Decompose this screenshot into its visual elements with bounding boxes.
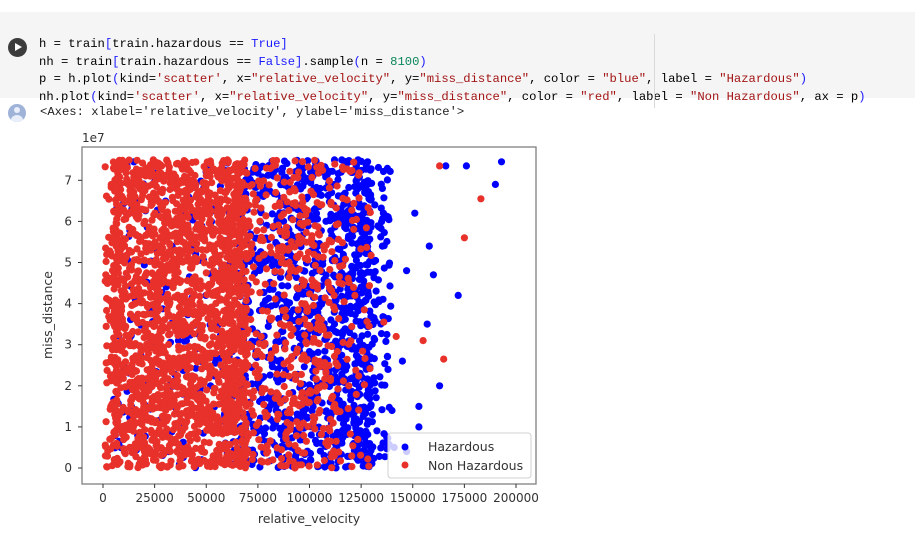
line-length-ruler — [654, 34, 655, 108]
run-cell-button[interactable] — [8, 38, 27, 57]
svg-text:6: 6 — [64, 214, 72, 228]
legend-hazardous-label: Hazardous — [428, 439, 494, 454]
svg-text:5: 5 — [64, 256, 72, 270]
svg-text:175000: 175000 — [441, 491, 487, 505]
code-line: nh.plot(kind='scatter', x="relative_velo… — [39, 89, 866, 104]
y-axis-label: miss_distance — [40, 271, 55, 359]
svg-text:3: 3 — [64, 338, 72, 352]
svg-text:7: 7 — [64, 173, 72, 187]
scatter-chart: 0 25000 50000 75000 100000 125000 150000 175000… — [40, 131, 539, 526]
svg-text:150000: 150000 — [390, 491, 436, 505]
svg-text:2: 2 — [64, 379, 72, 393]
code-cell[interactable]: h = train[train.hazardous == True] nh = t… — [0, 12, 915, 108]
output-avatar-icon — [8, 104, 26, 122]
svg-text:125000: 125000 — [338, 491, 384, 505]
svg-text:0: 0 — [99, 491, 107, 505]
scatter-points — [101, 156, 506, 472]
legend-non-hazardous-marker — [401, 461, 409, 469]
legend: Hazardous Non Hazardous — [387, 432, 532, 479]
legend-non-hazardous-label: Non Hazardous — [428, 458, 523, 473]
y-offset-label: 1e7 — [82, 131, 105, 145]
svg-text:50000: 50000 — [187, 491, 225, 505]
x-axis-label: relative_velocity — [258, 511, 361, 526]
svg-text:100000: 100000 — [287, 491, 333, 505]
output-text: <Axes: xlabel='relative_velocity', ylabe… — [40, 105, 465, 119]
legend-hazardous-marker — [401, 443, 409, 451]
code-editor[interactable]: h = train[train.hazardous == True] nh = t… — [39, 36, 866, 106]
svg-text:1: 1 — [64, 420, 72, 434]
code-line: h = train[train.hazardous == True] — [39, 37, 288, 51]
svg-text:75000: 75000 — [239, 491, 277, 505]
code-line: nh = train[train.hazardous == False].sam… — [39, 54, 427, 69]
svg-text:25000: 25000 — [136, 491, 174, 505]
svg-text:200000: 200000 — [493, 491, 539, 505]
code-line: p = h.plot(kind='scatter', x="relative_v… — [39, 72, 808, 86]
y-axis-ticks: 0 1 2 3 4 5 6 7 — [64, 173, 82, 475]
x-axis-ticks: 0 25000 50000 75000 100000 125000 150000 175000… — [99, 484, 539, 505]
svg-text:4: 4 — [64, 297, 72, 311]
svg-text:0: 0 — [64, 461, 72, 475]
